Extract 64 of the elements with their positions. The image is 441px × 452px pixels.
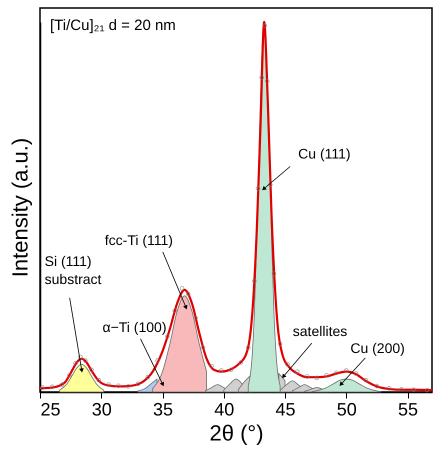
x-axis-title: 2θ (°) [209,420,264,446]
chart-title: [Ti/Cu]₂₁ d = 20 nm [50,17,176,34]
point [285,362,290,367]
annotation: Si (111) substract [44,252,102,287]
point [209,364,214,368]
point [411,388,416,392]
point [272,271,276,276]
point [193,316,198,320]
point [324,373,329,378]
point [399,387,404,392]
point [73,360,78,366]
point [78,354,83,360]
annotation: Cu (200) [350,340,405,356]
point [354,371,358,376]
point [344,368,349,373]
point [165,334,170,339]
point [219,368,224,373]
x-tick-label: 50 [336,400,357,420]
point [268,182,273,188]
annotation: Cu (111) [298,146,351,162]
x-tick-label: 30 [92,400,112,420]
point [304,374,310,379]
point [386,386,392,391]
point [262,23,268,28]
point [89,368,94,372]
x-tick-label: 55 [398,400,418,420]
point [374,384,380,388]
point [172,308,178,313]
x-tick-label: 25 [40,400,61,420]
point [424,388,430,392]
point [126,384,130,389]
point [186,292,190,296]
point [334,370,339,376]
x-tick-label: 35 [152,400,174,420]
point [278,342,282,346]
point [238,360,244,365]
point [264,78,270,84]
point [96,378,102,382]
point [106,382,111,387]
point [256,186,260,191]
point [180,286,184,291]
point [83,358,88,363]
point [155,358,160,363]
point [228,368,234,372]
point [252,278,257,284]
annotation: α−Ti (100) [102,318,166,335]
point [60,382,64,387]
x-tick-label: 40 [214,400,234,420]
y-axis-title: Intensity (a.u.) [8,138,32,278]
point [314,376,320,380]
point [146,374,150,380]
point [50,384,55,390]
point [136,382,140,386]
point [294,369,300,374]
x-tick-label: 45 [275,400,296,420]
point [364,378,368,382]
point [200,345,206,350]
point [259,75,264,80]
annotation: fcc-Ti (111) [104,232,173,248]
point [246,345,251,350]
point [67,373,72,378]
point [40,385,45,390]
point [116,383,121,388]
annotation: satellites [292,323,348,340]
